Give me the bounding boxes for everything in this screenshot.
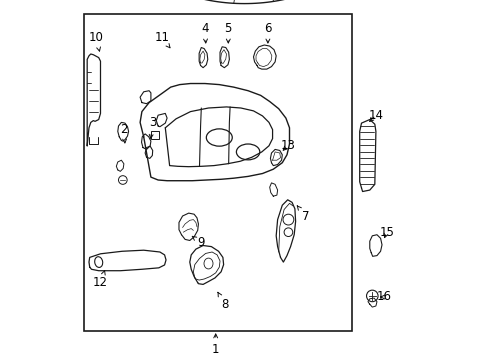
Text: 6: 6 bbox=[264, 22, 271, 43]
Text: 1: 1 bbox=[211, 334, 219, 356]
Text: 9: 9 bbox=[192, 236, 204, 249]
Bar bbox=[84, 14, 352, 331]
Text: 15: 15 bbox=[379, 226, 393, 239]
Text: 14: 14 bbox=[367, 109, 383, 122]
Text: 10: 10 bbox=[88, 31, 103, 51]
Text: 13: 13 bbox=[280, 139, 295, 152]
Text: 7: 7 bbox=[297, 206, 309, 222]
Bar bbox=[151, 131, 159, 139]
Text: 3: 3 bbox=[149, 116, 156, 138]
Text: 4: 4 bbox=[201, 22, 208, 43]
Text: 2: 2 bbox=[120, 123, 127, 143]
Text: 12: 12 bbox=[93, 270, 108, 289]
Text: 16: 16 bbox=[376, 291, 391, 303]
Text: 5: 5 bbox=[224, 22, 231, 43]
Text: 8: 8 bbox=[218, 292, 228, 311]
Text: 11: 11 bbox=[154, 31, 170, 48]
